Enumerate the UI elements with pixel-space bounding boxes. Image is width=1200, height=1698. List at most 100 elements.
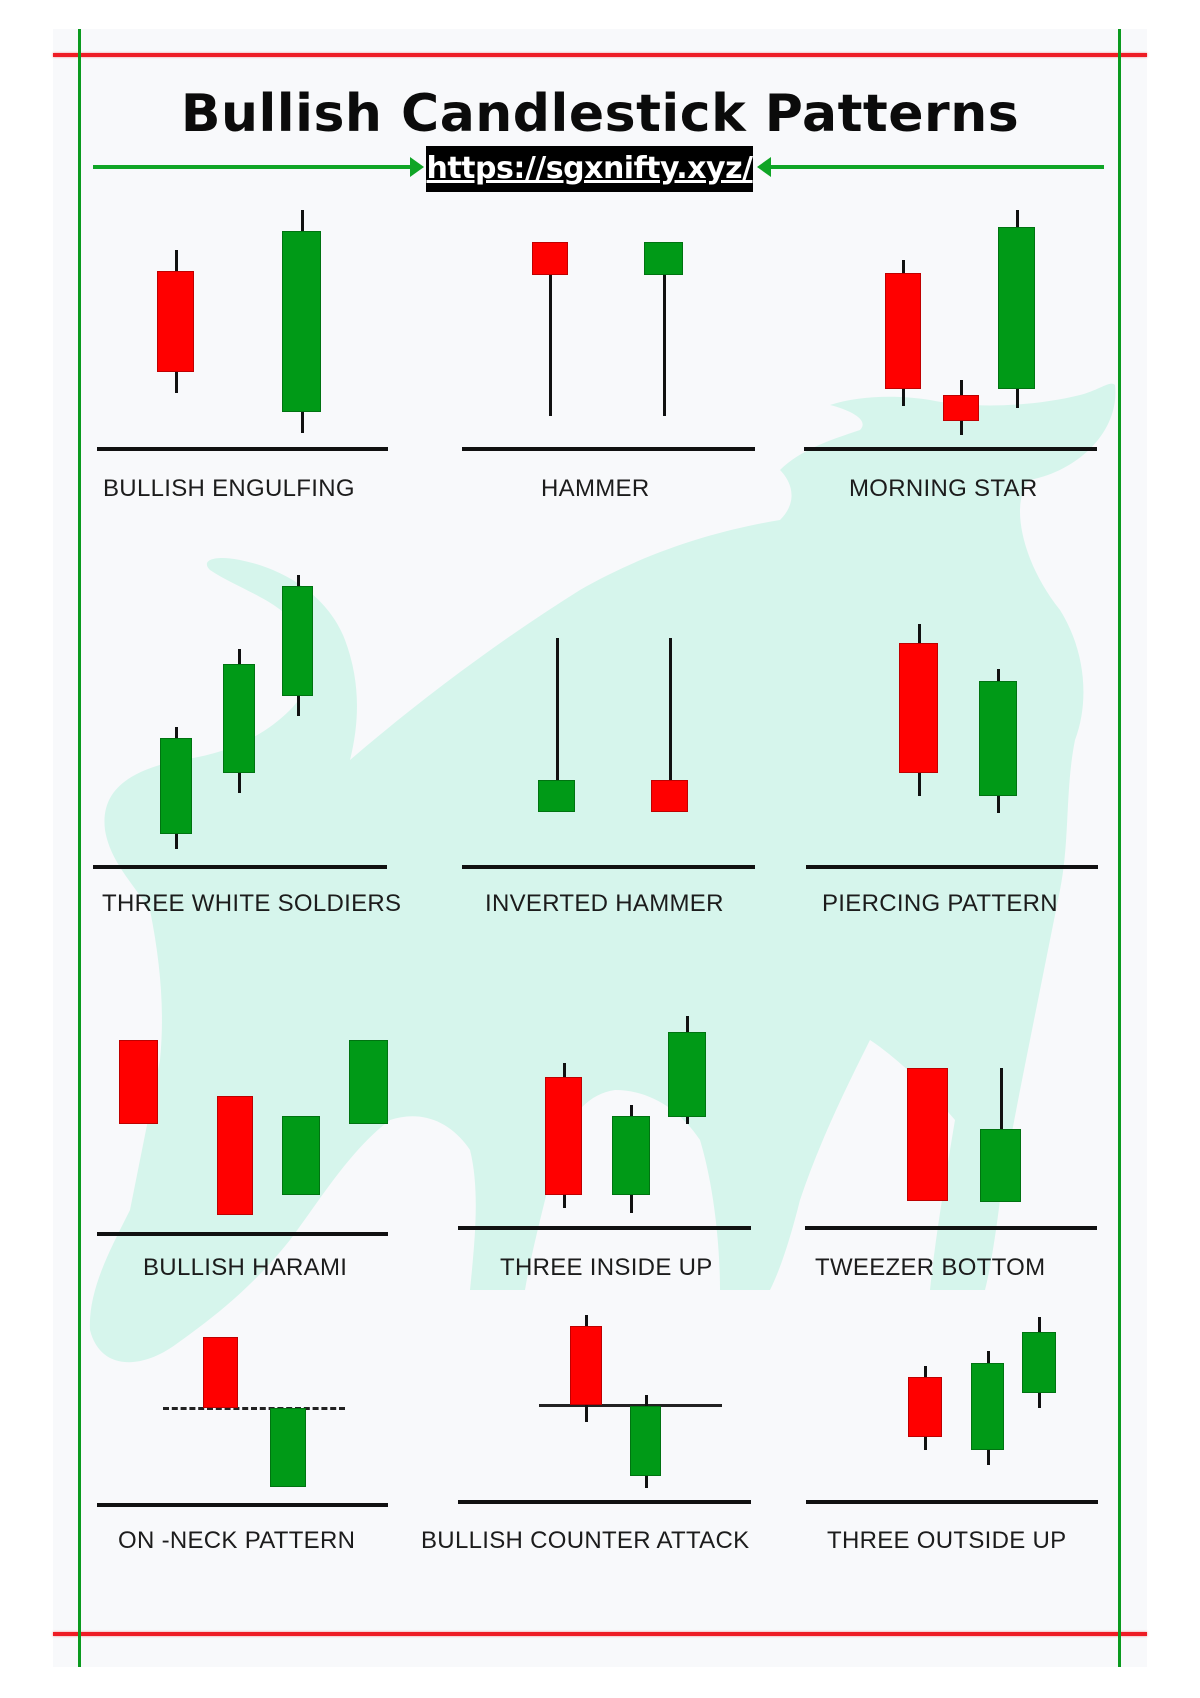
bullish-candle-body [223,664,255,773]
lower-wick [175,834,178,849]
lower-wick [663,275,666,416]
arrow-right-icon [410,157,424,177]
bullish-candle-body [612,1116,650,1195]
upper-wick [987,1351,990,1363]
bearish-candle-body [651,780,688,812]
lower-wick [563,1195,566,1208]
upper-wick [669,638,672,780]
right-arrow-line [771,165,1104,169]
pattern-label: THREE INSIDE UP [500,1254,713,1281]
upper-wick [175,250,178,271]
upper-wick [630,1105,633,1116]
pattern-label: PIERCING PATTERN [822,890,1058,917]
arrow-left-icon [757,157,771,177]
bullish-candle-body [668,1032,706,1117]
lower-wick [585,1405,588,1422]
reference-line [163,1407,345,1410]
lower-wick [902,389,905,406]
bearish-candle-body [943,395,979,421]
pattern-label: ON -NECK PATTERN [118,1527,356,1554]
lower-wick [1016,389,1019,408]
pattern-baseline [93,865,387,869]
pattern-baseline [458,1226,751,1230]
bearish-candle-body [908,1377,942,1437]
pattern-baseline [458,1500,751,1504]
bullish-candle-body [998,227,1035,389]
upper-wick [1000,1068,1003,1129]
upper-wick [556,638,559,780]
bearish-candle-body [532,242,568,275]
pattern-label: BULLISH HARAMI [143,1254,348,1281]
bullish-candle-body [160,738,192,834]
left-green-rule [78,29,81,1667]
bearish-candle-body [899,643,938,773]
upper-wick [902,260,905,273]
pattern-baseline [806,1500,1098,1504]
bullish-candle-body [980,1129,1021,1202]
lower-wick [924,1437,927,1450]
bearish-candle-body [885,273,921,389]
lower-wick [918,773,921,796]
right-green-rule [1118,29,1121,1667]
bullish-candle-body [1022,1332,1056,1393]
bearish-candle-body [119,1040,158,1124]
bullish-candle-body [630,1406,661,1476]
lower-wick [301,412,304,433]
upper-wick [686,1016,689,1032]
pattern-baseline [804,447,1097,451]
upper-wick [175,727,178,738]
lower-wick [1038,1393,1041,1408]
bottom-red-rule [53,1632,1147,1636]
lower-wick [175,372,178,393]
upper-wick [997,669,1000,681]
lower-wick [960,421,963,435]
left-arrow-line [93,165,413,169]
pattern-label: HAMMER [541,475,650,502]
upper-wick [645,1395,648,1406]
bullish-candle-body [979,681,1017,796]
upper-wick [918,624,921,643]
lower-wick [630,1195,633,1213]
upper-wick [297,575,300,586]
bearish-candle-body [570,1326,602,1405]
bearish-candle-body [907,1068,948,1201]
lower-wick [997,796,1000,813]
pattern-baseline [97,1232,388,1236]
upper-wick [1016,210,1019,227]
lower-wick [549,275,552,416]
bullish-candle-body [971,1363,1004,1450]
bullish-candle-body [349,1040,388,1124]
page-title: Bullish Candlestick Patterns [180,84,1020,144]
bullish-candle-body [270,1408,306,1487]
pattern-label: INVERTED HAMMER [485,890,724,917]
lower-wick [645,1476,648,1488]
bullish-candle-body [282,1116,320,1195]
bearish-candle-body [545,1077,582,1195]
pattern-baseline [97,1503,388,1507]
pattern-baseline [97,447,388,451]
upper-wick [1038,1317,1041,1332]
pattern-baseline [462,447,755,451]
reference-line [539,1404,722,1407]
pattern-label: MORNING STAR [849,475,1038,502]
upper-wick [924,1366,927,1377]
top-red-rule [53,53,1147,57]
bullish-candle-body [644,242,683,275]
pattern-baseline [806,865,1098,869]
bullish-candle-body [282,586,313,696]
upper-wick [301,210,304,231]
pattern-label: TWEEZER BOTTOM [815,1254,1046,1281]
source-url-link[interactable]: https://sgxnifty.xyz/ [426,146,753,192]
pattern-label: THREE WHITE SOLDIERS [102,890,402,917]
bullish-candle-body [538,780,575,812]
pattern-baseline [805,1226,1097,1230]
pattern-label: BULLISH ENGULFING [103,475,355,502]
pattern-baseline [462,865,755,869]
lower-wick [987,1450,990,1465]
bearish-candle-body [217,1096,253,1215]
pattern-label: BULLISH COUNTER ATTACK [421,1527,750,1554]
bullish-candle-body [282,231,321,412]
lower-wick [686,1117,689,1124]
upper-wick [960,380,963,395]
bearish-candle-body [157,271,194,372]
